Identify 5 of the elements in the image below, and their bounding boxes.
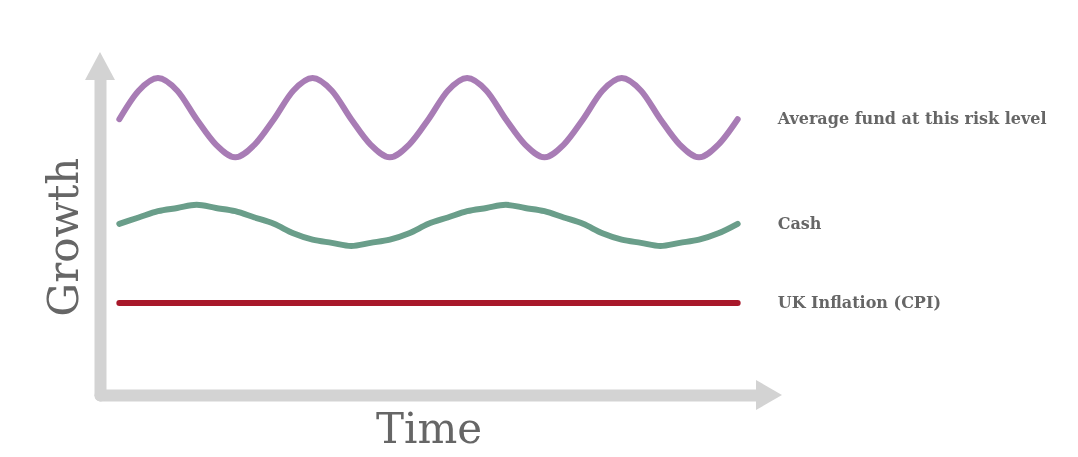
x-axis-title: Time	[375, 403, 483, 453]
text: Average fund at this risk level	[776, 109, 1047, 129]
text: UK Inflation (CPI)	[777, 293, 941, 313]
y-axis-title: Growth	[38, 157, 88, 317]
text: Cash	[777, 213, 822, 233]
